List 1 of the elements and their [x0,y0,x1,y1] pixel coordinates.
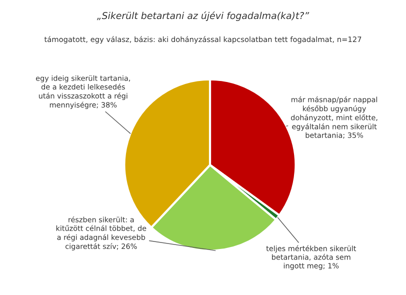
chart-title: „Sikerült betartani az újévi fogadalma(ka)t?” [96,11,310,21]
